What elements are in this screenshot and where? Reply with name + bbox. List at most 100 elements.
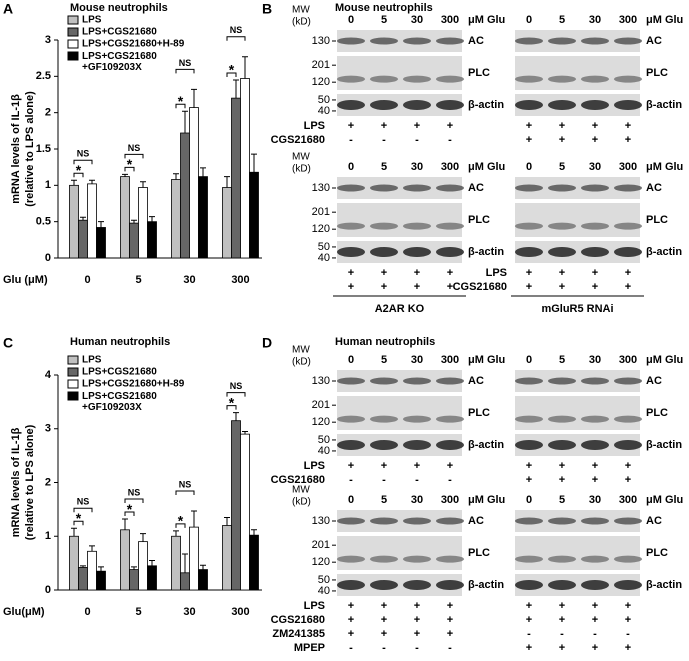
y-axis-label: mRNA levels of IL-1β [10,94,22,204]
blot-band [337,555,365,563]
panel-letter: C [3,335,13,351]
blot-strip [337,203,462,237]
blot-band [403,555,431,563]
bar [198,569,208,591]
error-bar [191,510,197,528]
blot-strip [337,241,462,263]
lane-label: 5 [559,161,565,173]
unit-label: μM Glu [468,14,505,26]
blot-band [370,247,398,257]
lane-label: 300 [619,14,637,26]
blot-band [548,100,576,110]
treatment-sign: - [415,642,419,654]
error-bar [140,533,146,542]
significance-bracket [73,159,93,165]
mw-label: 40 [318,445,330,457]
treatment-sign: + [526,134,532,146]
bar [129,222,139,259]
treatment-sign: + [414,267,420,279]
mw-header: (kD) [292,357,311,368]
strip-label: β-actin [468,99,504,111]
legend-swatch [67,51,79,61]
treatment-sign: + [381,614,387,626]
blot-band [403,222,431,230]
treatment-sign: - [415,134,419,146]
treatment-sign: + [625,614,631,626]
treatment-sign: + [447,600,453,612]
blot-band [515,555,543,563]
strip-label: PLC [646,547,668,559]
x-tick-label: 30 [183,274,195,286]
error-bar [224,176,230,188]
treatment-sign: + [559,134,565,146]
bar [78,219,88,259]
significance-bracket [124,153,144,159]
treatment-sign: + [592,474,598,486]
legend-swatch [67,391,79,401]
blot-band [581,415,609,423]
x-tick-label: 0 [84,606,90,618]
bar [171,179,181,259]
bar [189,107,199,259]
strip-label: AC [468,515,484,527]
significance-label: NS [179,58,192,68]
blot-band [581,517,609,525]
blot-strip [515,177,640,199]
error-bar [182,553,188,573]
treatment-sign: + [381,460,387,472]
treatment-label: CGS21680 [271,134,325,146]
x-axis-label: Glu(μM) [3,606,45,618]
y-tick-label: 3 [45,34,51,46]
mw-label: 50 [318,94,330,106]
blot-band [436,247,464,257]
bar [231,420,241,591]
unit-label: μM Glu [646,14,683,26]
treatment-sign: + [526,642,532,654]
bar [180,132,190,259]
significance-bracket [226,72,237,77]
lane-label: 300 [619,494,637,506]
blot-band [548,222,576,230]
y-axis-label: mRNA levels of IL-1β [10,427,22,537]
blot-strip [337,396,462,430]
treatment-sign: + [559,600,565,612]
blot-band [337,415,365,423]
unit-label: μM Glu [468,354,505,366]
treatment-label: LPS [486,267,507,279]
legend-label: LPS [82,15,102,26]
error-bar [200,564,206,570]
treatment-sign: + [414,120,420,132]
blot-band [370,75,398,83]
x-axis-label: Glu (μM) [3,274,48,286]
lane-label: 30 [589,494,601,506]
significance-label: NS [179,479,192,489]
significance-bracket [124,511,135,517]
blot-band [581,100,609,110]
significance-bracket [175,523,186,528]
treatment-label: MPEP [294,642,325,654]
treatment-label: ZM241385 [272,628,325,640]
blot-band [370,222,398,230]
blot-band [436,100,464,110]
x-tick-label: 30 [183,606,195,618]
strip-label: β-actin [646,99,682,111]
treatment-sign: + [625,281,631,293]
lane-label: 30 [411,161,423,173]
bar [69,184,79,259]
mw-label: 130 [312,35,330,47]
strip-label: β-actin [468,579,504,591]
blot-band [337,184,365,192]
blot-band [370,377,398,385]
treatment-sign: + [559,281,565,293]
treatment-sign: - [349,134,353,146]
treatment-sign: + [526,600,532,612]
strip-label: PLC [646,67,668,79]
treatment-sign: + [592,642,598,654]
y-tick-label: 1.5 [36,143,51,155]
treatment-sign: + [414,281,420,293]
lane-label: 30 [589,14,601,26]
strip-label: PLC [468,214,490,226]
treatment-sign: + [592,600,598,612]
blot-band [581,377,609,385]
treatment-sign: + [348,600,354,612]
